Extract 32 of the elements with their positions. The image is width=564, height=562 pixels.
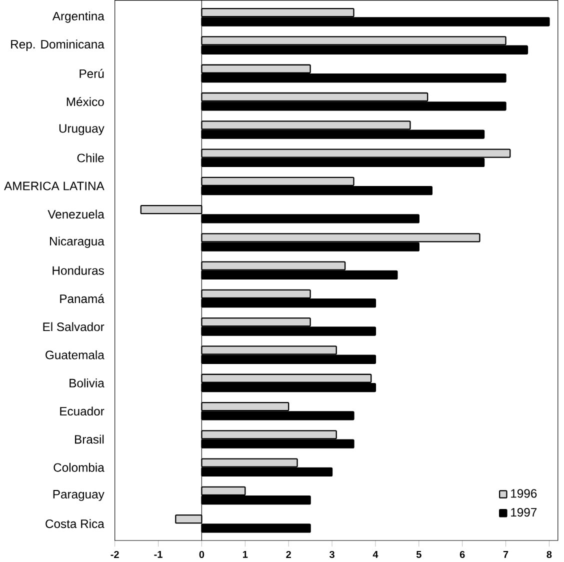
x-tick-label: -2 [110, 550, 119, 558]
y-tick-label: Guatemala [46, 350, 104, 360]
legend-label: 1996 [511, 489, 537, 498]
x-tick-label: -1 [154, 550, 162, 558]
y-tick-label: Uruguay [59, 124, 104, 136]
y-tick-label: Perú [80, 68, 104, 78]
x-tick-label: 8 [546, 550, 552, 558]
x-tick-label: 2 [286, 550, 291, 558]
y-tick-label: El Salvador [43, 322, 104, 332]
x-tick-label: 6 [460, 550, 465, 558]
x-tick-label: 7 [503, 550, 508, 558]
y-tick-label: Paraguay [53, 490, 104, 501]
y-tick-label: AMERICA LATINA [4, 182, 104, 190]
x-tick-label: 3 [329, 550, 334, 558]
y-tick-label: Ecuador [60, 406, 104, 416]
legend-label: 1997 [511, 508, 537, 517]
y-tick-label: Venezuela [48, 210, 104, 219]
y-tick-label: Honduras [52, 266, 104, 275]
y-tick-label: Panamá [60, 294, 104, 304]
x-tick-label: 1 [242, 550, 248, 558]
y-tick-label: Bolivia [70, 378, 104, 388]
y-tick-label: Chile [77, 153, 104, 162]
y-tick-label: Argentina [52, 11, 104, 23]
y-tick-label: Nicaragua [50, 236, 104, 248]
y-tick-label: Costa Rica [46, 519, 104, 528]
x-tick-label: 0 [199, 550, 204, 558]
x-tick-label: 4 [372, 550, 378, 558]
y-tick-label: Colombia [54, 462, 104, 472]
y-tick-label: México [66, 97, 104, 106]
x-tick-label: 5 [416, 550, 422, 558]
y-tick-label: Rep. Dominicana [11, 40, 104, 51]
y-tick-label: Brasil [75, 434, 104, 444]
